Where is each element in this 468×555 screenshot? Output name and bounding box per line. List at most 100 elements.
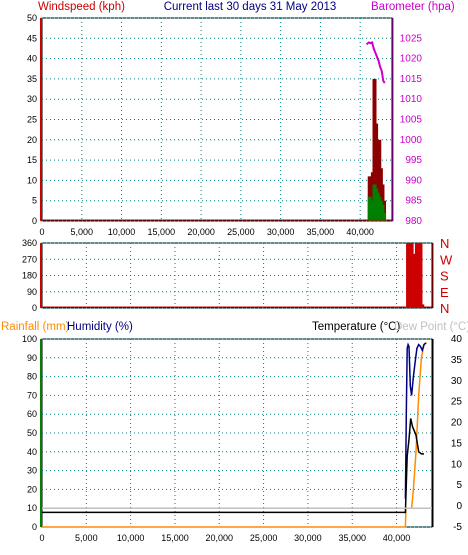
y-tick-label: 30	[27, 466, 37, 476]
x-tick-label: 15,000	[148, 227, 176, 237]
rain-y-ticks: 0 10 20 30 40 50 60 70 80 90 100	[22, 334, 42, 532]
barometer-axis-label: Barometer (hpa)	[371, 1, 455, 13]
y2-tick-label: 40	[451, 334, 463, 345]
bar-mark	[414, 243, 419, 308]
x-tick-label: 40,000	[346, 227, 374, 237]
x-tick-label: 30,000	[294, 533, 322, 543]
x-tick-label: 0	[39, 533, 44, 543]
y2-tick-label: 0	[456, 501, 462, 512]
y2-tick-label: 985	[405, 196, 422, 207]
y2-tick-label: 15	[451, 438, 463, 449]
temperature-axis-label: Temperature (°C)	[312, 321, 400, 333]
y-tick-label: 50	[27, 428, 37, 438]
y-tick-label: 100	[22, 334, 37, 344]
humidity-axis-label: Humidity (%)	[67, 321, 133, 333]
y2-tick-label: 25	[451, 397, 463, 408]
dewpoint-axis-label: Dew Point (°C)	[394, 321, 468, 333]
chart-title: Current last 30 days 31 May 2013	[164, 1, 337, 13]
temperature-series-line	[42, 418, 424, 514]
y-tick-label: 10	[27, 175, 37, 185]
rainfall-axis-label: Rainfall (mm)	[1, 321, 70, 333]
x-tick-label: 40,000	[383, 533, 411, 543]
y2-tick-label: 995	[405, 155, 422, 166]
y2-tick-label: -5	[453, 522, 462, 533]
bar-mark	[406, 243, 411, 308]
rain-plot-frame	[41, 338, 433, 528]
compass-tick-label: E	[440, 285, 449, 300]
wind-axis-label: Windspeed (kph)	[38, 1, 125, 13]
y2-tick-label: 1015	[400, 74, 423, 85]
y2-tick-label: 990	[405, 175, 422, 186]
x-tick-label: 35,000	[307, 227, 335, 237]
compass-tick-label: W	[440, 252, 453, 267]
x-tick-label: 5,000	[75, 533, 98, 543]
x-tick-label: 0	[39, 227, 44, 237]
barometer-y-ticks: 980 985 990 995 1000 1005 1010 1015 1020 1025	[392, 18, 423, 227]
x-tick-label: 10,000	[117, 533, 145, 543]
x-tick-label: 25,000	[250, 533, 278, 543]
y-tick-label: 0	[32, 216, 37, 226]
y-tick-label: 25	[27, 115, 37, 125]
y2-tick-label: 1025	[400, 33, 423, 44]
y-tick-label: 30	[27, 94, 37, 104]
y2-tick-label: 35	[451, 355, 463, 366]
y-tick-label: 70	[27, 390, 37, 400]
compass-tick-label: N	[440, 236, 449, 251]
wind-grid	[42, 17, 392, 222]
y-tick-label: 35	[27, 74, 37, 84]
y-tick-label: 90	[27, 287, 37, 297]
y2-tick-label: 1000	[400, 135, 423, 146]
rain-humidity-temp-panel: Rainfall (mm) Humidity (%) Temperature (…	[1, 321, 468, 543]
y2-tick-label: 1005	[400, 115, 423, 126]
rain-grid	[42, 338, 432, 528]
rain-x-ticks: 0 5,000 10,000 15,000 20,000 25,000 30,000 35,0…	[39, 533, 410, 543]
y-tick-label: 20	[27, 135, 37, 145]
direction-grid	[42, 242, 432, 309]
y2-tick-label: 20	[451, 418, 463, 429]
x-tick-label: 35,000	[338, 533, 366, 543]
bar-mark	[418, 243, 423, 308]
bar-mark	[420, 304, 425, 308]
direction-plot-frame	[41, 242, 433, 309]
y-tick-label: 5	[32, 196, 37, 206]
rain-series-line	[42, 342, 428, 528]
bar-mark	[382, 212, 387, 221]
y-tick-label: 0	[32, 303, 37, 313]
wind-barometer-panel: Windspeed (kph) Current last 30 days 31 …	[27, 1, 455, 237]
x-tick-label: 25,000	[227, 227, 255, 237]
bar-mark	[409, 243, 414, 308]
wind-x-ticks: 0 5,000 10,000 15,000 20,000 25,000 30,000 35,0…	[39, 227, 373, 237]
y-tick-label: 15	[27, 155, 37, 165]
compass-tick-label: S	[440, 269, 449, 284]
x-tick-label: 10,000	[108, 227, 136, 237]
y-tick-label: 360	[22, 238, 37, 248]
compass-tick-label: N	[440, 301, 449, 316]
x-tick-label: 5,000	[71, 227, 94, 237]
y2-tick-label: 980	[405, 216, 422, 227]
y-tick-label: 40	[27, 447, 37, 457]
y-tick-label: 60	[27, 409, 37, 419]
y2-tick-label: 5	[456, 480, 462, 491]
direction-series	[42, 243, 432, 308]
temperature-y-ticks: -5 0 5 10 15 20 25 30 35 40	[432, 334, 463, 533]
y-tick-label: 50	[27, 13, 37, 23]
x-tick-label: 20,000	[187, 227, 215, 237]
x-tick-label: 30,000	[267, 227, 295, 237]
y-tick-label: 45	[27, 33, 37, 43]
humidity-series-line	[404, 342, 427, 499]
y-tick-label: 10	[27, 503, 37, 513]
y-tick-label: 20	[27, 484, 37, 494]
y2-tick-label: 1020	[400, 54, 423, 65]
direction-y-ticks: 0 90 180 270 360	[22, 238, 42, 313]
y2-tick-label: 1010	[400, 94, 423, 105]
y-tick-label: 0	[32, 522, 37, 532]
y-tick-label: 90	[27, 353, 37, 363]
x-tick-label: 15,000	[161, 533, 189, 543]
y2-tick-label: 10	[451, 459, 463, 470]
y2-tick-label: 30	[451, 376, 463, 387]
wind-series	[42, 40, 392, 222]
y-tick-label: 180	[22, 271, 37, 281]
